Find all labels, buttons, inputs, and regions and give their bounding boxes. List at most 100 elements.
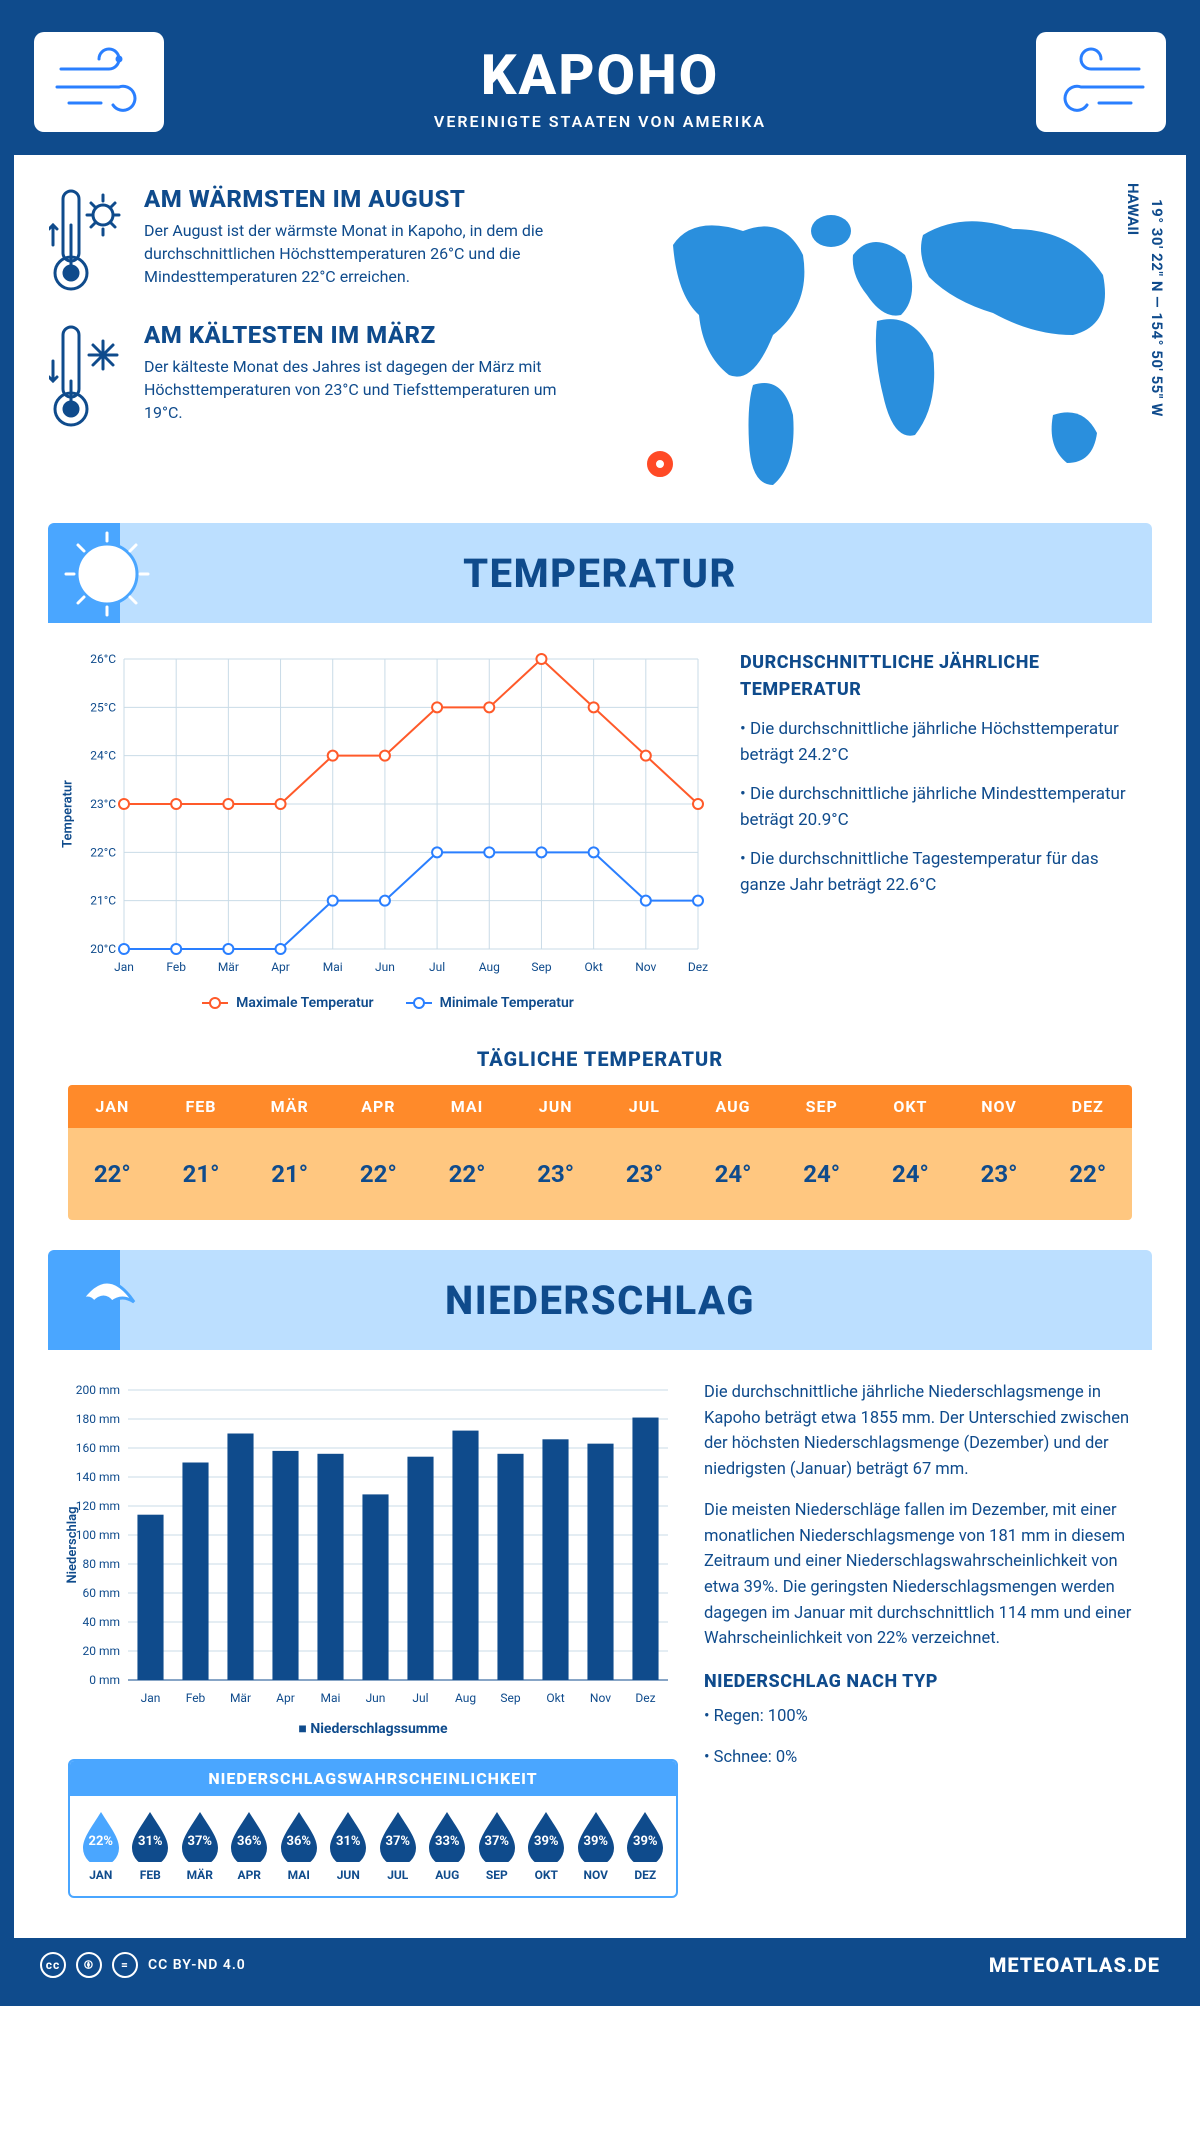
prob-title: NIEDERSCHLAGSWAHRSCHEINLICHKEIT bbox=[70, 1761, 676, 1796]
daily-month: SEP bbox=[777, 1085, 866, 1128]
svg-text:Mär: Mär bbox=[230, 1691, 251, 1705]
svg-text:Sep: Sep bbox=[531, 960, 551, 974]
svg-text:Apr: Apr bbox=[276, 1691, 295, 1705]
daily-temperature-table: JANFEBMÄRAPRMAIJUNJULAUGSEPOKTNOVDEZ 22°… bbox=[68, 1085, 1132, 1220]
page-title: KAPOHO bbox=[14, 42, 1186, 108]
section-band-precipitation: NIEDERSCHLAG bbox=[48, 1250, 1152, 1350]
daily-title: TÄGLICHE TEMPERATUR bbox=[14, 1047, 1186, 1071]
svg-text:Jan: Jan bbox=[114, 960, 134, 974]
svg-text:Jan: Jan bbox=[141, 1691, 161, 1705]
svg-text:180 mm: 180 mm bbox=[76, 1412, 120, 1426]
svg-text:Okt: Okt bbox=[546, 1691, 564, 1705]
intro-row: AM WÄRMSTEN IM AUGUST Der August ist der… bbox=[14, 155, 1186, 505]
warmest-body: Der August ist der wärmste Monat in Kapo… bbox=[144, 219, 593, 289]
daily-value: 21° bbox=[157, 1144, 246, 1204]
svg-text:20°C: 20°C bbox=[90, 942, 116, 956]
daily-month: APR bbox=[334, 1085, 423, 1128]
license-text: CC BY-ND 4.0 bbox=[148, 1957, 246, 1973]
daily-month: JUL bbox=[600, 1085, 689, 1128]
svg-text:20 mm: 20 mm bbox=[82, 1644, 120, 1658]
precip-prob-item: 39%OKT bbox=[522, 1810, 572, 1882]
precip-p1: Die durchschnittliche jährliche Niedersc… bbox=[704, 1380, 1132, 1482]
daily-value: 23° bbox=[955, 1144, 1044, 1204]
daily-value: 22° bbox=[68, 1144, 157, 1204]
page-subtitle: VEREINIGTE STAATEN VON AMERIKA bbox=[14, 112, 1186, 131]
temp-summary-b2: • Die durchschnittliche jährliche Mindes… bbox=[740, 782, 1132, 833]
svg-text:Dez: Dez bbox=[635, 1691, 655, 1705]
daily-month: OKT bbox=[866, 1085, 955, 1128]
svg-text:21°C: 21°C bbox=[90, 894, 116, 908]
svg-text:40 mm: 40 mm bbox=[82, 1615, 120, 1629]
daily-value: 21° bbox=[245, 1144, 334, 1204]
svg-text:60 mm: 60 mm bbox=[82, 1586, 120, 1600]
svg-text:100 mm: 100 mm bbox=[76, 1528, 120, 1542]
daily-month: MAI bbox=[423, 1085, 512, 1128]
svg-text:23°C: 23°C bbox=[90, 797, 116, 811]
svg-text:26°C: 26°C bbox=[90, 652, 116, 666]
precip-prob-item: 37%JUL bbox=[373, 1810, 423, 1882]
precip-prob-item: 36%MAI bbox=[274, 1810, 324, 1882]
daily-month: NOV bbox=[955, 1085, 1044, 1128]
precip-prob-item: 31%JUN bbox=[324, 1810, 374, 1882]
daily-value: 22° bbox=[1043, 1144, 1132, 1204]
header: KAPOHO VEREINIGTE STAATEN VON AMERIKA bbox=[14, 14, 1186, 155]
world-map: 19° 30' 22" N — 154° 50' 55" W HAWAII bbox=[633, 185, 1152, 505]
daily-value: 23° bbox=[511, 1144, 600, 1204]
precipitation-summary: Die durchschnittliche jährliche Niedersc… bbox=[704, 1380, 1132, 1898]
legend-min: Minimale Temperatur bbox=[440, 995, 574, 1011]
state-label: HAWAII bbox=[1124, 183, 1142, 235]
location-marker bbox=[647, 451, 673, 477]
precip-legend: ■ Niederschlagssumme bbox=[68, 1720, 678, 1737]
temp-summary-title: DURCHSCHNITTLICHE JÄHRLICHE TEMPERATUR bbox=[740, 649, 1132, 703]
warmest-title: AM WÄRMSTEN IM AUGUST bbox=[144, 185, 593, 213]
precip-prob-item: 39%NOV bbox=[571, 1810, 621, 1882]
temp-summary-b3: • Die durchschnittliche Tagestemperatur … bbox=[740, 847, 1132, 898]
svg-text:Jun: Jun bbox=[366, 1691, 386, 1705]
daily-value: 24° bbox=[866, 1144, 955, 1204]
daily-month: FEB bbox=[157, 1085, 246, 1128]
precip-type-title: NIEDERSCHLAG NACH TYP bbox=[704, 1668, 1132, 1696]
umbrella-icon bbox=[62, 1256, 152, 1346]
precip-type-snow: • Schnee: 0% bbox=[704, 1745, 1132, 1771]
wind-icon bbox=[34, 32, 164, 132]
svg-text:Aug: Aug bbox=[479, 960, 500, 974]
daily-value: 22° bbox=[423, 1144, 512, 1204]
svg-text:Aug: Aug bbox=[455, 1691, 476, 1705]
svg-text:Dez: Dez bbox=[688, 960, 708, 974]
svg-text:Jul: Jul bbox=[412, 1691, 428, 1705]
precip-prob-item: 22%JAN bbox=[76, 1810, 126, 1882]
precip-prob-item: 39%DEZ bbox=[621, 1810, 671, 1882]
precip-prob-item: 33%AUG bbox=[423, 1810, 473, 1882]
svg-text:160 mm: 160 mm bbox=[76, 1441, 120, 1455]
precipitation-bar-chart: Niederschlag 0 mm20 mm40 mm60 mm80 mm100… bbox=[68, 1380, 678, 1710]
precip-type-rain: • Regen: 100% bbox=[704, 1704, 1132, 1730]
svg-text:Nov: Nov bbox=[635, 960, 656, 974]
svg-text:22°C: 22°C bbox=[90, 845, 116, 859]
temperature-legend: Maximale Temperatur Minimale Temperatur bbox=[68, 995, 708, 1011]
daily-value: 24° bbox=[777, 1144, 866, 1204]
svg-text:Mär: Mär bbox=[218, 960, 239, 974]
cc-by-icon: 🅯 bbox=[76, 1952, 102, 1978]
svg-text:Apr: Apr bbox=[271, 960, 290, 974]
precip-probability-box: NIEDERSCHLAGSWAHRSCHEINLICHKEIT 22%JAN31… bbox=[68, 1759, 678, 1898]
precipitation-heading: NIEDERSCHLAG bbox=[445, 1277, 755, 1324]
temperature-line-chart: Temperatur 20°C21°C22°C23°C24°C25°C26°CJ… bbox=[68, 649, 708, 979]
svg-text:Sep: Sep bbox=[500, 1691, 520, 1705]
temp-summary-b1: • Die durchschnittliche jährliche Höchst… bbox=[740, 717, 1132, 768]
section-band-temperature: TEMPERATUR bbox=[48, 523, 1152, 623]
temperature-summary: DURCHSCHNITTLICHE JÄHRLICHE TEMPERATUR •… bbox=[740, 649, 1132, 1011]
thermometer-sun-icon bbox=[48, 185, 128, 295]
warmest-fact: AM WÄRMSTEN IM AUGUST Der August ist der… bbox=[48, 185, 593, 295]
daily-month: JUN bbox=[511, 1085, 600, 1128]
thermometer-snow-icon bbox=[48, 321, 128, 431]
legend-max: Maximale Temperatur bbox=[236, 995, 373, 1011]
precip-prob-item: 37%MÄR bbox=[175, 1810, 225, 1882]
svg-text:Mai: Mai bbox=[321, 1691, 341, 1705]
cc-icon: cc bbox=[40, 1952, 66, 1978]
daily-month: AUG bbox=[689, 1085, 778, 1128]
svg-text:Nov: Nov bbox=[590, 1691, 611, 1705]
daily-value: 22° bbox=[334, 1144, 423, 1204]
precip-prob-item: 31%FEB bbox=[126, 1810, 176, 1882]
daily-value: 24° bbox=[689, 1144, 778, 1204]
temp-ylabel: Temperatur bbox=[60, 780, 75, 848]
